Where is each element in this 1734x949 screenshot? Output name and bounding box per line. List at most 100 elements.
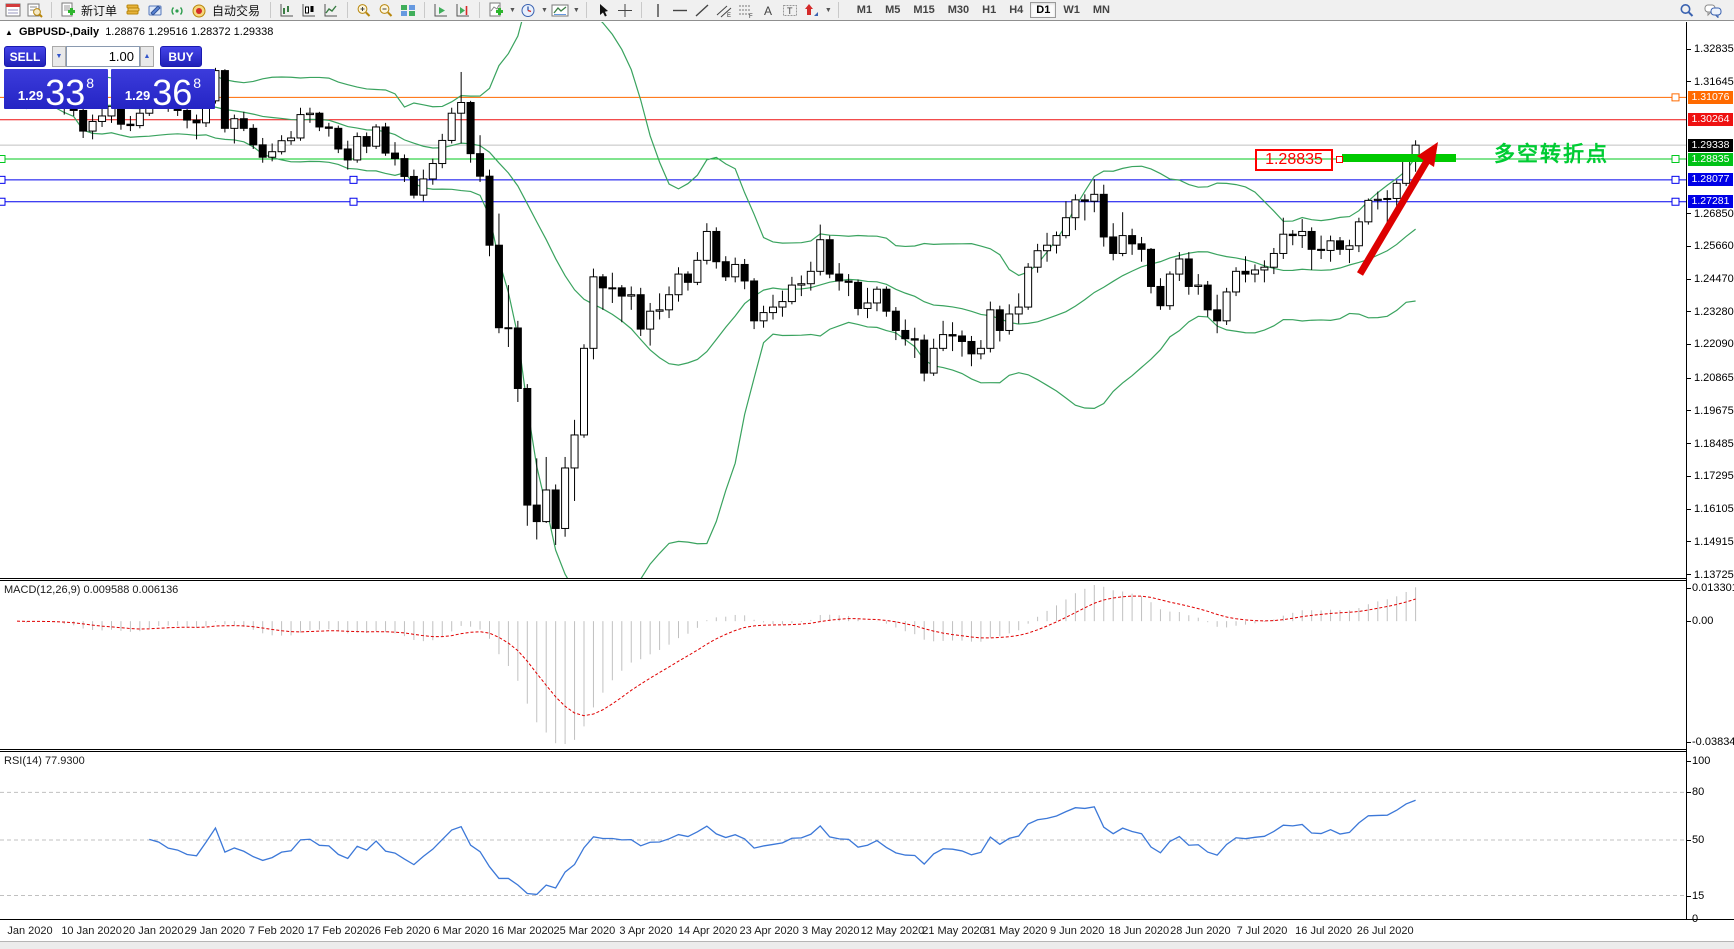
rsi-axis-label: 15 — [1692, 889, 1705, 902]
rsi-tick-mark — [1687, 919, 1691, 921]
search-icon[interactable] — [1677, 1, 1697, 19]
panel-separator[interactable] — [0, 578, 1687, 579]
market-watch-icon[interactable] — [25, 1, 45, 19]
time-label: 3 Apr 2020 — [619, 925, 673, 937]
deposit-icon[interactable] — [123, 1, 143, 19]
arrows-tool-caret[interactable]: ▼ — [824, 6, 832, 14]
timeframe-button-MN[interactable]: MN — [1092, 4, 1110, 16]
price-level-label[interactable]: 1.27281 — [1688, 195, 1733, 209]
trendline-tool-icon[interactable] — [692, 1, 712, 19]
price-tick-mark — [1687, 213, 1691, 215]
price-level-label[interactable]: 1.31076 — [1688, 90, 1733, 104]
periods-icon[interactable] — [518, 1, 538, 19]
price-annotation-anchor[interactable] — [1336, 156, 1343, 163]
time-label: 18 Jun 2020 — [1108, 925, 1170, 937]
rsi-tick-mark — [1687, 792, 1691, 794]
time-axis[interactable]: Jan 2020 10 Jan 2020 20 Jan 2020 29 Jan 202… — [0, 919, 1734, 941]
sell-price-prefix: 1.29 — [17, 88, 44, 103]
panel-separator[interactable] — [0, 580, 1687, 581]
time-label: 7 Jul 2020 — [1236, 925, 1288, 937]
new-order-label[interactable]: 新订单 — [81, 3, 118, 18]
arrows-tool-icon[interactable] — [802, 1, 822, 19]
price-level-label[interactable]: 1.28077 — [1688, 173, 1733, 187]
timeframe-button-W1[interactable]: W1 — [1063, 4, 1080, 16]
template-icon[interactable] — [550, 1, 570, 19]
price-level-label[interactable]: 1.29338 — [1688, 138, 1733, 152]
auto-scroll-icon[interactable] — [431, 1, 451, 19]
main-toolbar: 新订单 自动交易 ▼ ▼ ▼ E F A T ▼ M1 M5 M15 M30 H1 H4 D — [0, 0, 1734, 21]
price-level-label[interactable]: 1.30264 — [1688, 113, 1733, 127]
metaeditor-icon[interactable] — [145, 1, 165, 19]
price-tick-label: 1.31645 — [1694, 75, 1734, 88]
svg-text:E: E — [727, 13, 731, 18]
expand-arrow-icon[interactable]: ▲ — [5, 28, 13, 37]
price-tick-label: 1.24470 — [1694, 273, 1734, 286]
chinese-note-text[interactable]: 多空转折点 — [1494, 143, 1609, 166]
terminal-window-icon[interactable] — [3, 1, 23, 19]
horizontal-line-tool-icon[interactable] — [670, 1, 690, 19]
timeframe-bar: M1 M5 M15 M30 H1 H4 D1 W1 MN — [851, 2, 1116, 18]
chart-shift-icon[interactable] — [453, 1, 473, 19]
time-label: 26 Feb 2020 — [368, 925, 431, 937]
macd-axis-label: 0.00 — [1692, 615, 1714, 628]
tile-windows-icon[interactable] — [398, 1, 418, 19]
time-label: 12 May 2020 — [860, 925, 925, 937]
macd-axis-label: 0.013301 — [1692, 582, 1734, 594]
text-tool-icon[interactable]: A — [758, 1, 778, 19]
price-annotation-box[interactable]: 1.28835 — [1255, 149, 1333, 171]
svg-text:F: F — [749, 14, 753, 18]
zoom-out-icon[interactable] — [376, 1, 396, 19]
template-caret[interactable]: ▼ — [572, 6, 580, 14]
status-bar — [0, 941, 1734, 949]
rsi-panel[interactable] — [0, 752, 1687, 919]
timeframe-button-M1[interactable]: M1 — [856, 4, 873, 16]
vertical-line-tool-icon[interactable] — [648, 1, 668, 19]
cursor-tool-icon[interactable] — [593, 1, 613, 19]
timeframe-button-H1[interactable]: H1 — [982, 4, 997, 16]
time-label: 14 Apr 2020 — [677, 925, 738, 937]
price-chart[interactable] — [0, 22, 1687, 578]
rsi-tick-mark — [1687, 840, 1691, 841]
volume-decrease-button[interactable]: ▼ — [52, 46, 66, 67]
timeframe-button-M30[interactable]: M30 — [947, 4, 970, 16]
macd-panel[interactable] — [0, 581, 1687, 748]
price-level-label[interactable]: 1.28835 — [1688, 152, 1733, 166]
rsi-label: RSI(14) 77.9300 — [4, 755, 85, 767]
text-label-tool-icon[interactable]: T — [780, 1, 800, 19]
line-chart-mode-icon[interactable] — [321, 1, 341, 19]
candlestick-mode-icon[interactable] — [299, 1, 319, 19]
buy-button[interactable]: BUY — [160, 46, 202, 67]
volume-increase-button[interactable]: ▲ — [140, 46, 154, 67]
chat-icon[interactable] — [1703, 1, 1723, 19]
price-axis[interactable]: 1.32835 1.31645 1.26850 1.25660 1.24470 1.232… — [1687, 22, 1734, 941]
add-indicator-caret[interactable]: ▼ — [509, 6, 516, 14]
timeframe-button-H4[interactable]: H4 — [1009, 4, 1024, 16]
rsi-axis-label: 80 — [1692, 786, 1705, 799]
fibonacci-tool-icon[interactable]: F — [736, 1, 756, 19]
periods-caret[interactable]: ▼ — [540, 6, 548, 14]
new-order-icon[interactable] — [58, 1, 78, 19]
sell-button[interactable]: SELL — [4, 46, 46, 67]
panel-separator[interactable] — [0, 751, 1687, 752]
sell-price-tile[interactable]: 1.29 33 8 — [4, 69, 108, 111]
autotrading-label[interactable]: 自动交易 — [212, 3, 261, 18]
svg-text:T: T — [787, 6, 793, 16]
volume-input[interactable]: 1.00 — [66, 46, 140, 67]
timeframe-button-D1[interactable]: D1 — [1030, 2, 1057, 18]
price-tick-label: 1.26850 — [1694, 207, 1734, 220]
channel-tool-icon[interactable]: E — [714, 1, 734, 19]
panel-separator[interactable] — [0, 749, 1687, 750]
time-label: 23 Apr 2020 — [739, 925, 799, 937]
zoom-in-icon[interactable] — [354, 1, 374, 19]
time-label: 16 Jul 2020 — [1295, 925, 1353, 937]
signals-icon[interactable] — [167, 1, 187, 19]
add-indicator-icon[interactable] — [486, 1, 506, 19]
buy-price-tile[interactable]: 1.29 36 8 — [111, 69, 215, 111]
price-tick-mark — [1687, 311, 1691, 313]
timeframe-button-M5[interactable]: M5 — [885, 4, 901, 16]
autotrading-icon[interactable] — [189, 1, 209, 19]
crosshair-tool-icon[interactable] — [615, 1, 635, 19]
bar-chart-mode-icon[interactable] — [277, 1, 297, 19]
timeframe-button-M15[interactable]: M15 — [913, 4, 935, 16]
toolbar-separator — [347, 2, 349, 18]
